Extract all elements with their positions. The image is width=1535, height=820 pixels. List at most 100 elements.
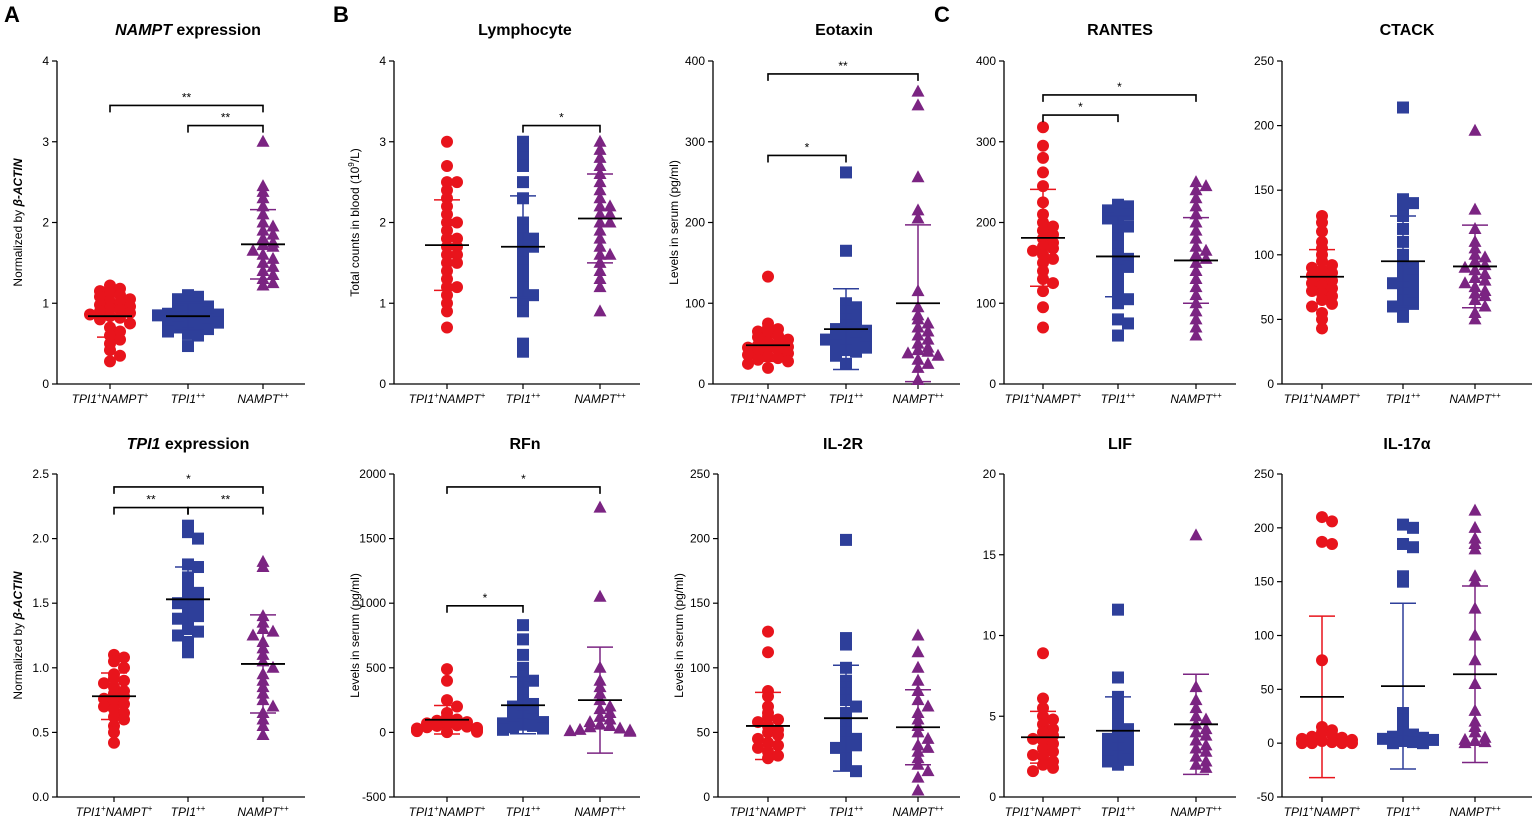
data-point: [212, 316, 224, 329]
chart-rantes: RANTES 0 100 200 300 400 * *: [976, 22, 1236, 391]
data-point: [118, 674, 130, 687]
data-point: [911, 645, 925, 658]
data-point: [1478, 250, 1492, 263]
y-tick-label: 2.0: [32, 532, 49, 546]
data-point: [256, 184, 270, 197]
data-point: [850, 739, 862, 752]
y-tick-label: 150: [1254, 575, 1274, 589]
data-point: [517, 176, 529, 189]
data-point: [266, 239, 280, 252]
data-point: [840, 533, 852, 546]
data-point: [517, 159, 529, 172]
significance-label: *: [559, 111, 564, 125]
y-tick-label: 300: [685, 135, 705, 149]
data-point: [527, 674, 539, 687]
x-tick-label: TPI1+NAMPT+: [409, 391, 486, 406]
data-point: [1047, 277, 1059, 290]
data-point: [451, 719, 463, 732]
y-tick-label: 150: [690, 596, 710, 610]
data-point: [517, 661, 529, 674]
data-point: [118, 661, 130, 674]
data-point: [1047, 242, 1059, 255]
data-point: [603, 215, 617, 228]
significance-label: **: [221, 493, 231, 507]
data-point: [911, 203, 925, 216]
data-point: [1047, 761, 1059, 774]
data-point: [246, 243, 260, 256]
chart-il2r: IL-2R 0 50 100 150 200 250 Levels in serum (pg/…: [672, 436, 960, 804]
data-point: [603, 247, 617, 260]
y-tick-label: 0: [1267, 736, 1274, 750]
y-axis-label: Levels in serum (pg/ml): [348, 573, 362, 698]
data-point: [1037, 301, 1049, 314]
x-tick-label: TPI1++: [171, 391, 206, 406]
data-point: [752, 353, 764, 366]
data-point: [830, 339, 842, 352]
data-point: [1387, 737, 1399, 750]
significance-bracket: [109, 104, 264, 113]
panel-letter-c: C: [934, 2, 950, 27]
y-tick-label: 1.0: [32, 661, 49, 675]
x-tick-label: TPI1+NAMPT+: [1005, 804, 1082, 819]
data-point: [118, 697, 130, 710]
x-tick-label: NAMPT++: [1170, 804, 1222, 819]
data-point: [266, 227, 280, 240]
data-point: [593, 150, 607, 163]
y-tick-label: 200: [690, 532, 710, 546]
data-point: [162, 325, 174, 338]
x-tick-label: TPI1+NAMPT+: [730, 391, 807, 406]
y-tick-label: 100: [1254, 248, 1274, 262]
data-point: [1316, 225, 1328, 238]
y-axis-label: Normalized by β-ACTIN: [11, 571, 25, 699]
data-point: [256, 560, 270, 573]
data-point: [1468, 305, 1482, 318]
x-tick-label: TPI1+NAMPT+: [730, 804, 807, 819]
data-point: [1478, 267, 1492, 280]
panel-letter-b: B: [333, 2, 349, 27]
data-point: [108, 736, 120, 749]
data-point: [441, 694, 453, 707]
chart-nampt: NAMPT expression 0 1 2 3 4 Normalized by β-ACT…: [11, 22, 305, 391]
data-point: [921, 764, 935, 777]
data-point: [1189, 528, 1203, 541]
data-point: [911, 770, 925, 783]
x-tick-label: TPI1++: [506, 391, 541, 406]
data-point: [1037, 166, 1049, 179]
data-point: [1112, 603, 1124, 616]
data-point: [517, 648, 529, 661]
data-point: [451, 281, 463, 294]
data-point: [772, 749, 784, 762]
data-point: [1316, 322, 1328, 335]
y-tick-label: 0: [703, 790, 710, 804]
data-point: [517, 305, 529, 318]
data-point: [441, 663, 453, 676]
data-point: [266, 219, 280, 232]
data-point: [256, 718, 270, 731]
data-point: [1468, 202, 1482, 215]
y-tick-label: 0: [42, 377, 49, 391]
significance-bracket: [113, 506, 189, 515]
data-point: [911, 783, 925, 796]
y-tick-label: 4: [379, 54, 386, 68]
data-point: [507, 721, 519, 734]
data-point: [1047, 745, 1059, 758]
data-point: [1027, 765, 1039, 778]
significance-label: **: [182, 90, 192, 104]
data-point: [1112, 297, 1124, 310]
data-point: [104, 344, 116, 357]
data-point: [1407, 541, 1419, 554]
chart-tpi1: TPI1 expression 0.0 0.5 1.0 1.5 2.0 2.5 Normali…: [11, 436, 305, 804]
chart-lymph: Lymphocyte 0 1 2 3 4 Total counts in blood (10…: [347, 22, 640, 391]
y-tick-label: 1500: [359, 532, 386, 546]
data-point: [593, 134, 607, 147]
y-tick-label: 0: [1267, 377, 1274, 391]
data-point: [613, 721, 627, 734]
data-point: [1112, 671, 1124, 684]
data-point: [1037, 692, 1049, 705]
data-point: [1037, 285, 1049, 298]
data-point: [1027, 732, 1039, 745]
data-point: [921, 731, 935, 744]
data-point: [114, 349, 126, 362]
data-point: [1199, 728, 1213, 741]
